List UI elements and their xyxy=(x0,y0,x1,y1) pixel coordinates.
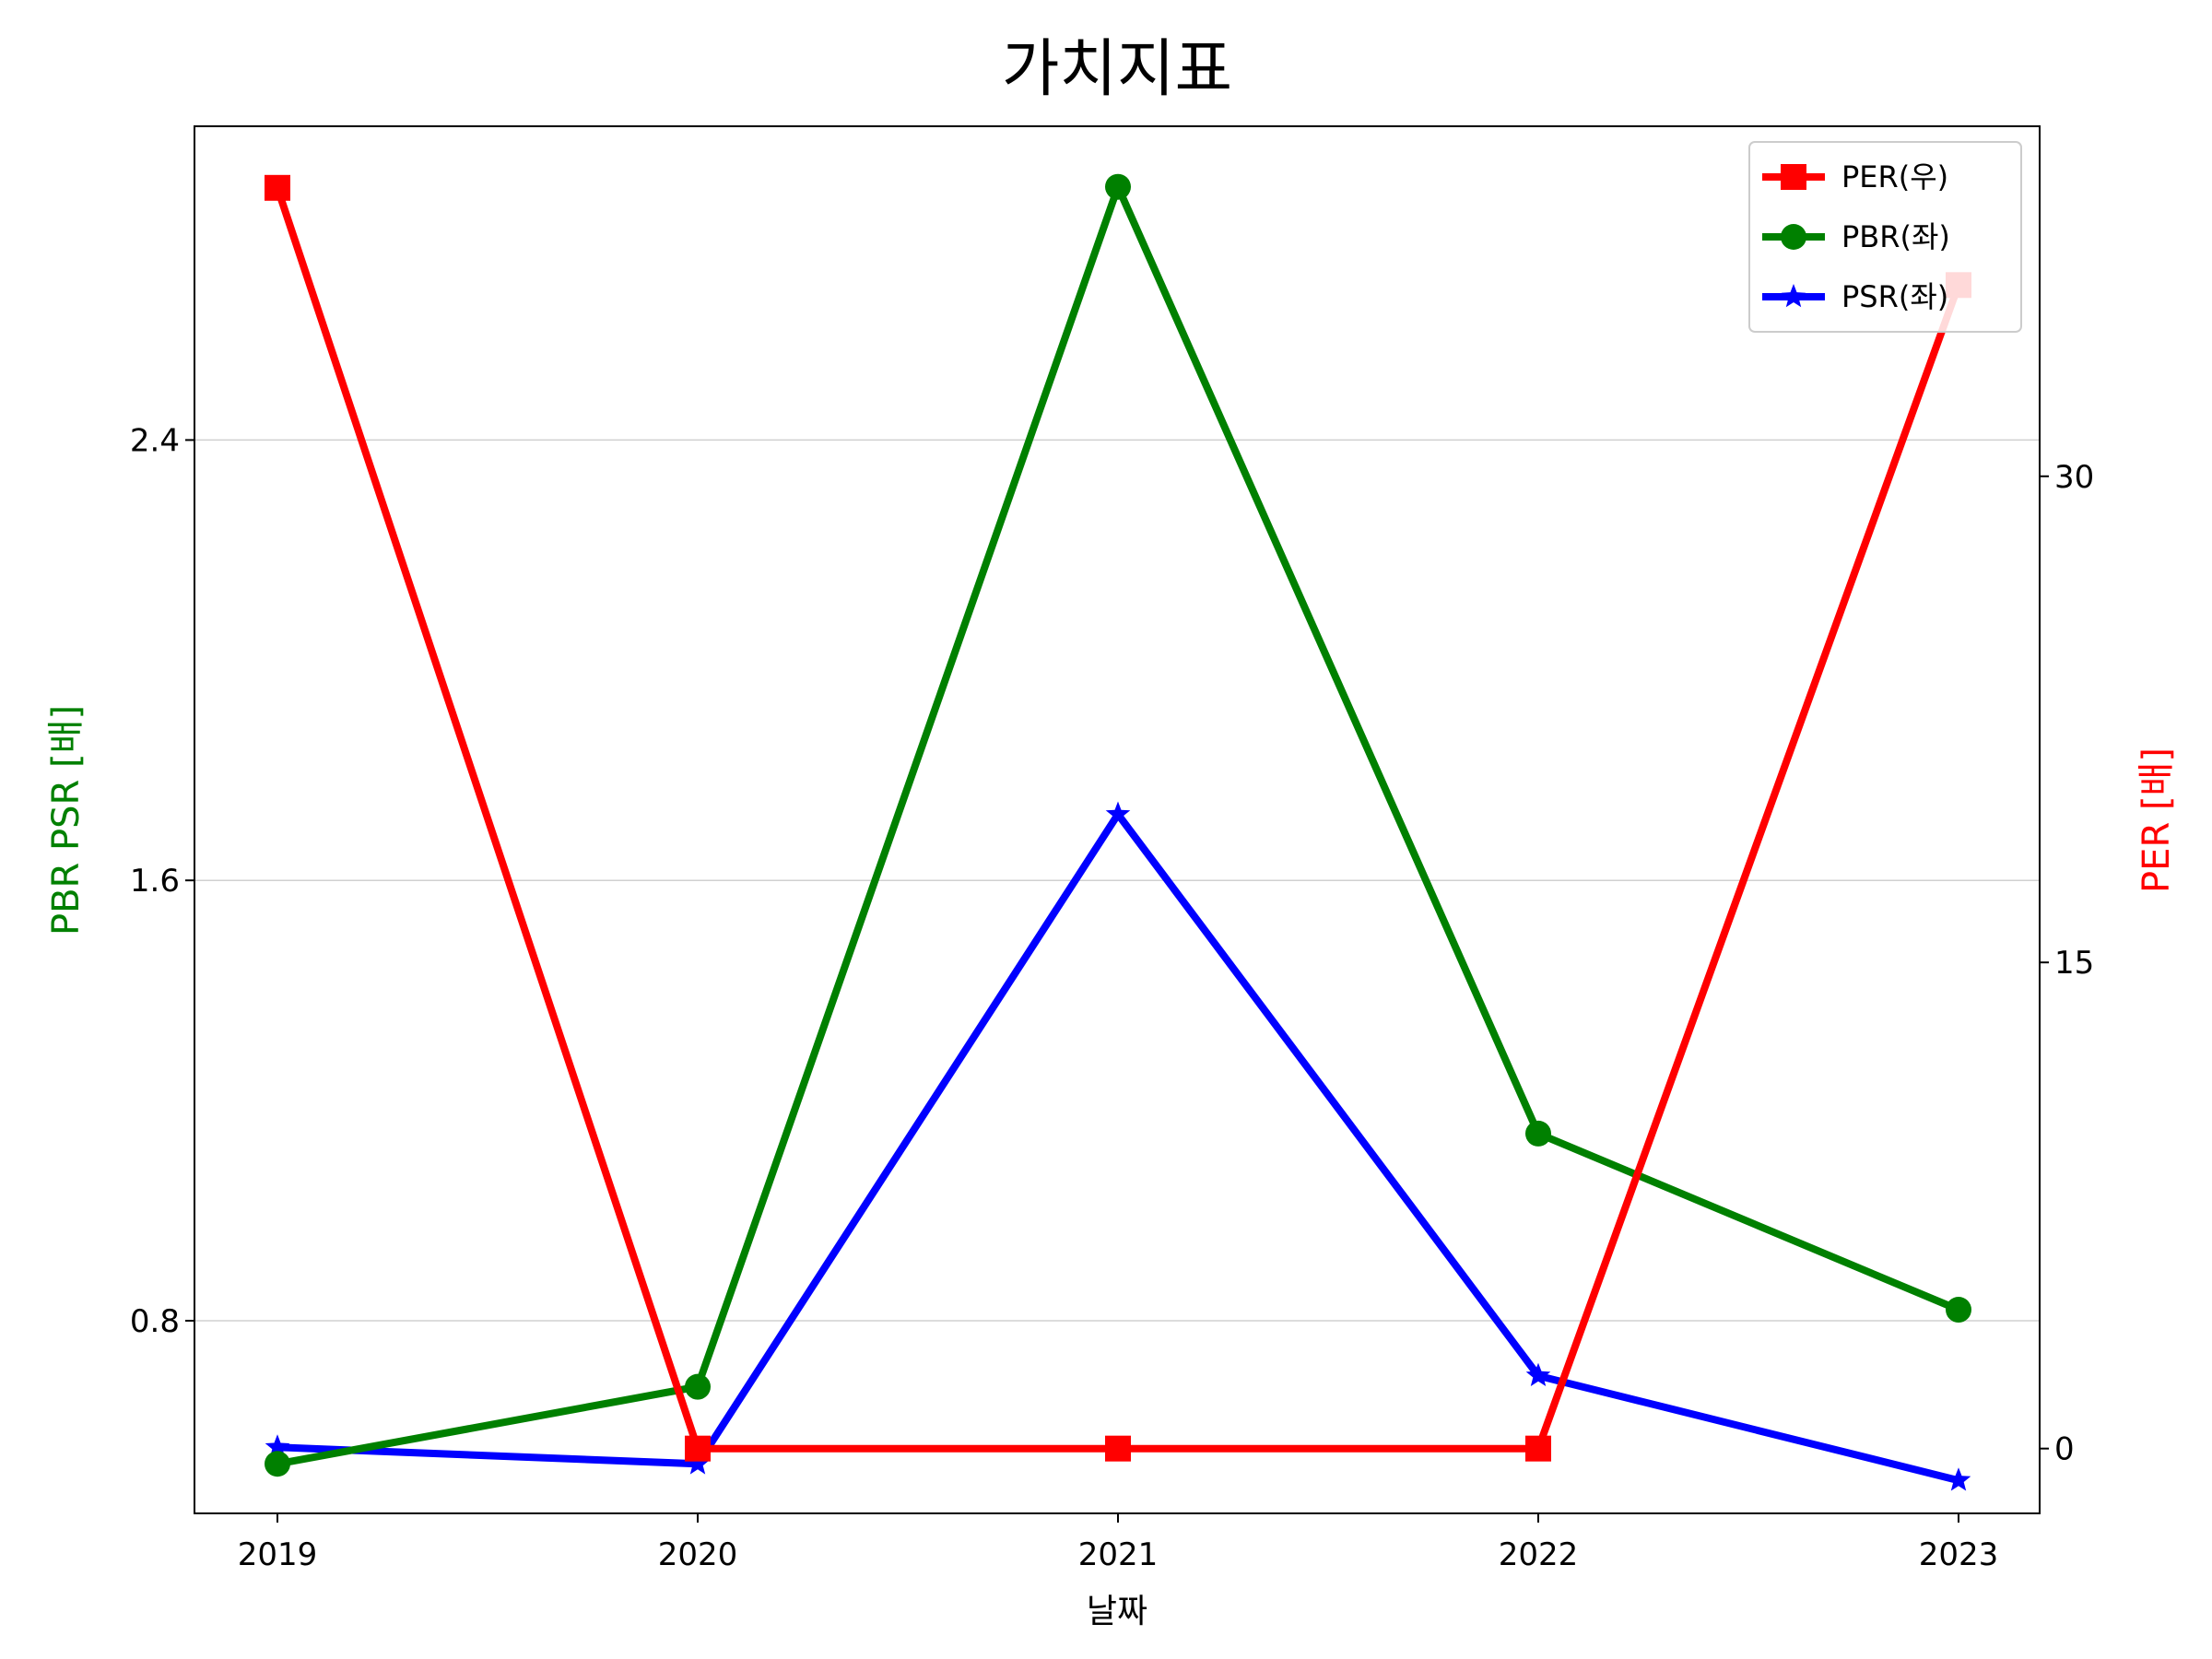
series-layer xyxy=(265,173,1971,1491)
y-left-tick-label-2: 2.4 xyxy=(130,422,180,459)
point-psr-2022 xyxy=(1525,1362,1551,1386)
x-tick-label-2022: 2022 xyxy=(1499,1536,1579,1573)
x-axis-title: 날짜 xyxy=(1087,1593,1147,1630)
series-pbr xyxy=(265,173,1971,1477)
x-tick-label-2020: 2020 xyxy=(658,1536,738,1573)
legend-marker-psr xyxy=(1781,284,1806,308)
chart-title: 가치지표 xyxy=(1002,33,1232,106)
series-psr xyxy=(265,801,1971,1491)
point-per-2022 xyxy=(1525,1435,1551,1462)
legend-label-pbr: PBR(좌) xyxy=(1841,219,1950,254)
y-axis-right-title: PER [배] xyxy=(2136,747,2178,893)
legend-marker-per xyxy=(1781,164,1806,190)
legend-label-psr: PSR(좌) xyxy=(1841,279,1948,314)
gridlines xyxy=(194,439,2040,1322)
point-pbr-2020 xyxy=(685,1373,711,1400)
series-line-psr xyxy=(276,807,1959,1485)
point-per-2020 xyxy=(685,1435,711,1462)
y-right-tick-label-2: 30 xyxy=(2054,459,2094,496)
point-psr-2019 xyxy=(265,1434,290,1458)
point-pbr-2019 xyxy=(265,1451,290,1477)
point-per-2019 xyxy=(265,174,290,201)
y-axis-left-title: PBR PSR [배] xyxy=(45,705,88,935)
legend-label-per: PER(우) xyxy=(1841,159,1948,194)
point-psr-2023 xyxy=(1946,1467,1971,1491)
axes: 0.8 1.6 2.4 0 15 30 2019 2020 2021 2022 2023 xyxy=(130,422,2094,1573)
point-psr-2020 xyxy=(685,1451,711,1475)
x-tick-label-2019: 2019 xyxy=(238,1536,318,1573)
x-tick-label-2023: 2023 xyxy=(1919,1536,1999,1573)
point-per-2021 xyxy=(1105,1435,1131,1462)
series-line-pbr xyxy=(276,176,1960,1468)
y-left-tick-label-1: 1.6 xyxy=(130,863,180,900)
point-pbr-2023 xyxy=(1946,1297,1971,1324)
legend-marker-pbr xyxy=(1781,224,1806,250)
y-left-tick-label-0: 0.8 xyxy=(130,1303,180,1340)
legend-box xyxy=(1748,141,2022,333)
y-right-tick-label-1: 15 xyxy=(2054,945,2094,982)
y-right-tick-label-0: 0 xyxy=(2054,1431,2075,1468)
legend: PER(우) PBR(좌) PSR(좌) xyxy=(1748,141,2022,333)
x-tick-label-2021: 2021 xyxy=(1078,1536,1159,1573)
point-pbr-2022 xyxy=(1525,1120,1551,1147)
point-pbr-2021 xyxy=(1105,173,1131,200)
point-psr-2021 xyxy=(1105,801,1131,825)
